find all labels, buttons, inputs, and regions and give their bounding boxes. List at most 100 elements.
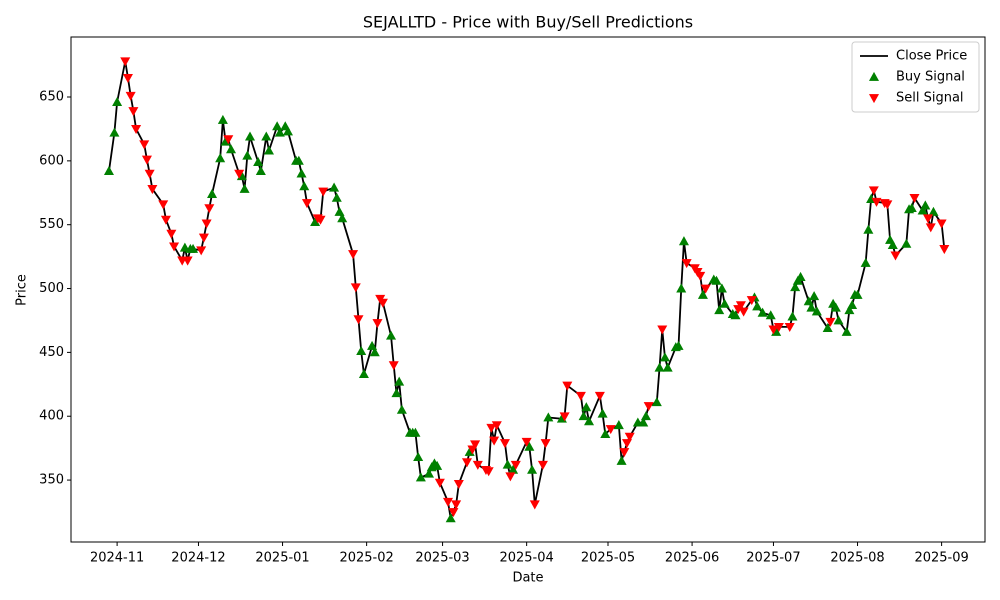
- sell-marker: [700, 284, 711, 294]
- x-tick-label: 2025-02: [339, 551, 393, 566]
- buy-marker: [917, 205, 928, 215]
- buy-marker: [242, 150, 253, 160]
- y-tick-label: 350: [39, 473, 64, 488]
- buy-marker: [239, 183, 250, 193]
- sell-marker: [624, 432, 635, 442]
- sell-marker: [353, 315, 364, 325]
- buy-marker: [822, 323, 833, 333]
- buy-marker: [841, 326, 852, 336]
- sell-marker: [388, 361, 399, 371]
- sell-marker: [657, 325, 668, 335]
- buy-marker: [543, 412, 554, 422]
- buy-marker: [790, 282, 801, 292]
- buy-marker: [578, 411, 589, 421]
- buy-marker: [188, 243, 199, 253]
- buy-marker: [207, 188, 218, 198]
- x-tick-label: 2025-03: [415, 551, 469, 566]
- buy-marker: [901, 238, 912, 248]
- buy-marker: [906, 202, 917, 212]
- buy-marker: [272, 121, 283, 131]
- sell-marker: [122, 73, 133, 83]
- buy-marker: [391, 388, 402, 398]
- buy-marker: [809, 291, 820, 301]
- buy-marker: [356, 345, 367, 356]
- y-tick-label: 400: [39, 409, 64, 424]
- buy-marker: [217, 114, 228, 124]
- buy-marker: [833, 315, 844, 325]
- buy-marker: [274, 127, 285, 137]
- sell-marker: [377, 298, 388, 308]
- buy-marker: [616, 455, 627, 465]
- sell-marker: [882, 200, 893, 210]
- buy-marker: [659, 352, 670, 362]
- sell-marker: [372, 319, 383, 329]
- buy-marker: [752, 301, 763, 311]
- sell-marker: [131, 125, 142, 135]
- buy-marker: [581, 402, 592, 412]
- sell-marker: [204, 204, 215, 214]
- buy-marker: [887, 240, 898, 250]
- sell-marker: [198, 233, 209, 243]
- buy-marker: [765, 310, 776, 320]
- sell-marker: [169, 242, 180, 252]
- buy-marker: [296, 168, 307, 178]
- x-tick-label: 2024-12: [171, 551, 225, 566]
- sell-marker: [559, 412, 570, 422]
- buy-marker: [716, 283, 727, 293]
- buy-marker: [337, 213, 348, 223]
- sell-marker: [594, 391, 605, 401]
- buy-marker: [847, 300, 858, 310]
- sell-marker: [768, 325, 779, 335]
- buy-marker: [638, 417, 649, 427]
- buy-marker: [423, 468, 435, 478]
- buy-marker: [299, 181, 310, 191]
- sell-marker: [890, 251, 901, 261]
- x-tick-label: 2024-11: [90, 551, 144, 566]
- x-tick-label: 2025-09: [914, 551, 968, 566]
- sell-marker: [182, 256, 193, 266]
- legend-label: Sell Signal: [896, 91, 964, 106]
- buy-marker: [253, 157, 264, 167]
- buy-marker: [282, 126, 293, 136]
- buy-marker: [654, 362, 665, 372]
- buy-marker: [640, 411, 651, 421]
- legend-box: [851, 41, 980, 113]
- buy-marker: [524, 441, 535, 451]
- buy-marker: [226, 144, 237, 154]
- legend-marker: [868, 71, 880, 81]
- sell-marker: [746, 296, 757, 306]
- buy-marker: [806, 302, 817, 312]
- buy-marker: [860, 257, 871, 267]
- sell-marker: [505, 472, 516, 482]
- sell-marker: [201, 219, 212, 229]
- sell-marker: [923, 214, 934, 224]
- sell-marker: [348, 250, 359, 260]
- sell-marker: [461, 458, 472, 468]
- buy-marker: [711, 275, 722, 285]
- sell-marker: [735, 301, 746, 311]
- sell-marker: [529, 500, 540, 510]
- sell-marker: [575, 391, 586, 401]
- buy-marker: [928, 206, 939, 216]
- sell-marker: [510, 460, 521, 470]
- buy-marker: [331, 192, 342, 202]
- sell-marker: [738, 307, 749, 317]
- sell-marker: [442, 497, 454, 507]
- buy-marker: [714, 305, 725, 315]
- sell-marker: [350, 283, 361, 293]
- buy-marker: [432, 460, 443, 470]
- buy-marker: [329, 182, 340, 192]
- legend-label: Buy Signal: [896, 70, 965, 85]
- buy-marker: [803, 296, 814, 306]
- buy-marker: [103, 165, 114, 175]
- sell-marker: [483, 467, 494, 477]
- sell-marker: [540, 439, 551, 449]
- x-tick-label: 2025-07: [746, 551, 800, 566]
- buy-marker: [394, 376, 405, 386]
- sell-marker: [470, 440, 481, 450]
- buy-marker: [795, 271, 806, 281]
- buy-marker: [830, 302, 841, 312]
- sell-marker: [499, 439, 510, 449]
- sell-marker: [196, 246, 207, 256]
